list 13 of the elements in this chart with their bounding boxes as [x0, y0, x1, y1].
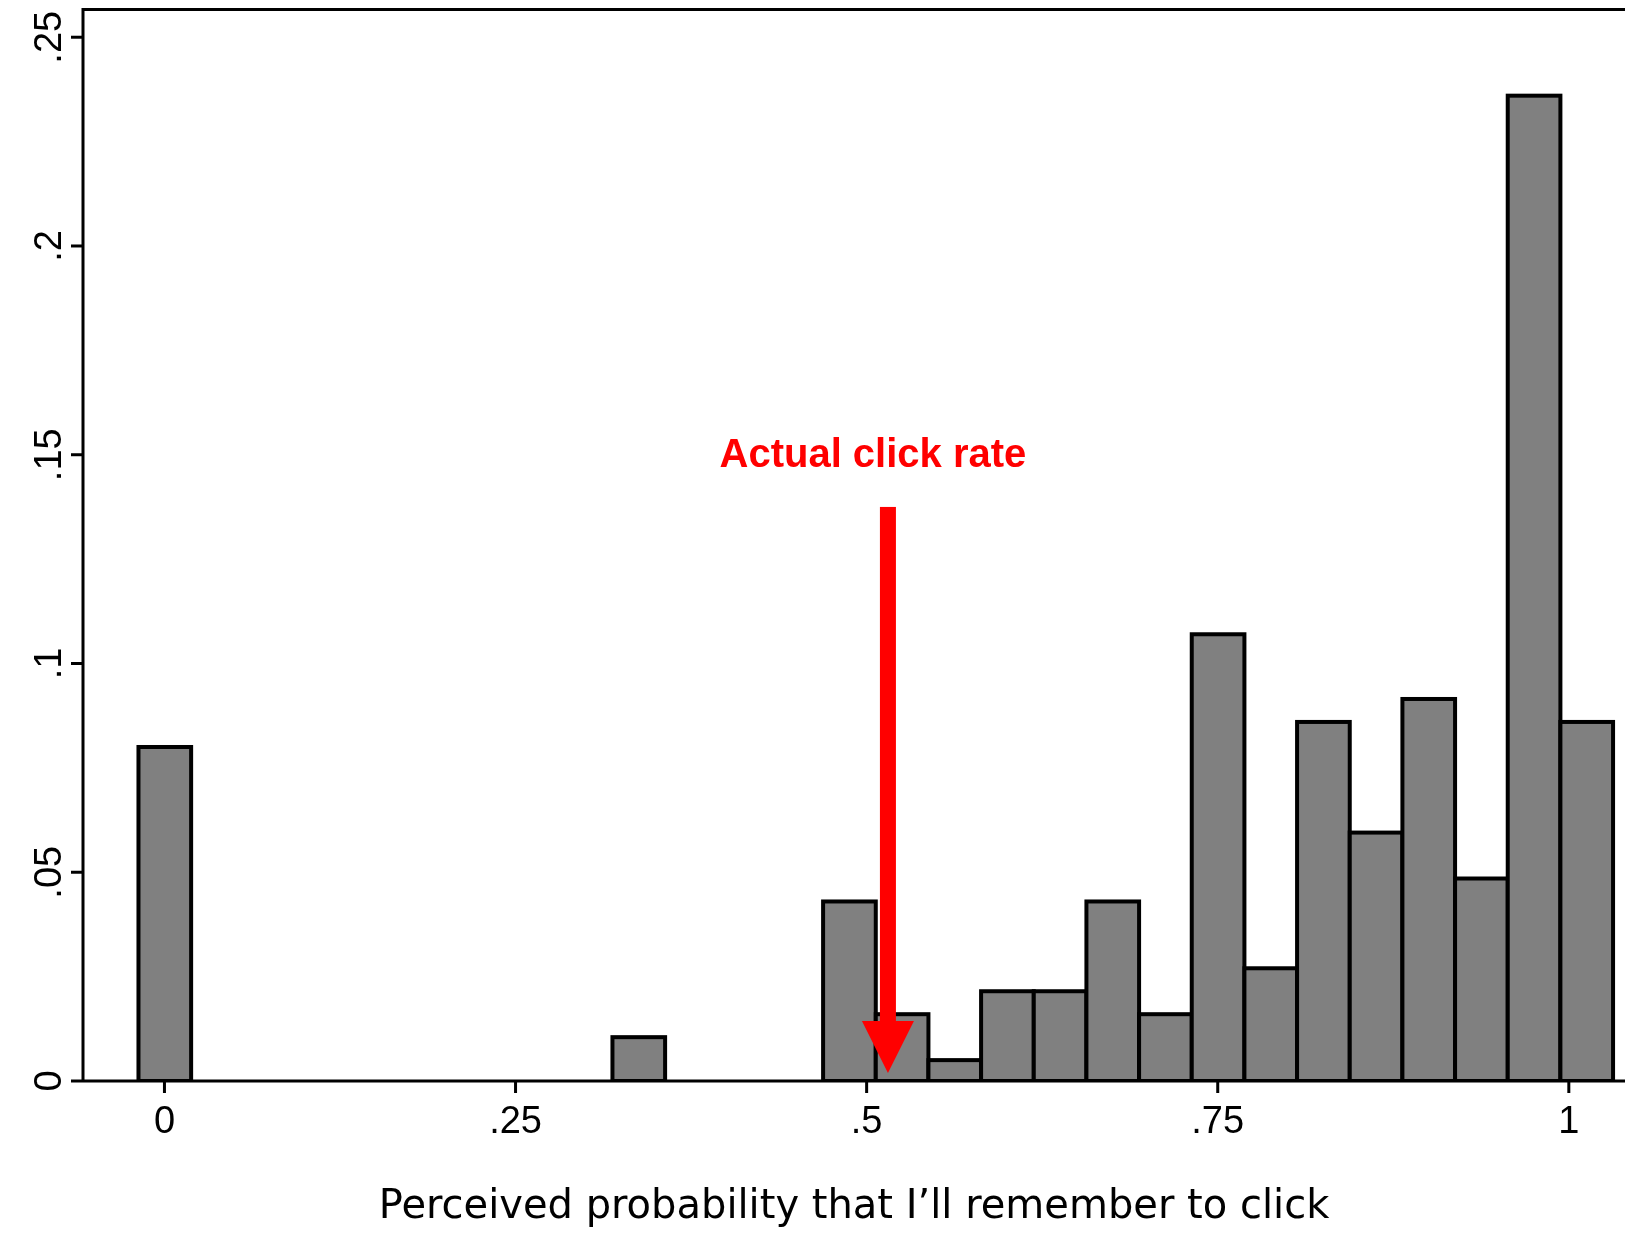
- x-tick-label: .75: [1191, 1099, 1245, 1141]
- x-tick-label: 1: [1558, 1099, 1580, 1141]
- x-tick-label: 0: [153, 1099, 176, 1141]
- y-tick-label: .2: [27, 230, 69, 262]
- y-tick-label: 0: [27, 1070, 69, 1092]
- y-tick-label: .1: [27, 647, 69, 680]
- x-tick-label: .25: [489, 1099, 542, 1141]
- x-axis-title: Perceived probability that I’ll remember to click: [378, 1181, 1331, 1227]
- x-tick-label: .5: [850, 1099, 883, 1141]
- y-tick-label: .15: [27, 428, 69, 482]
- y-tick-label: .05: [27, 845, 69, 899]
- annotation: Actual click rate: [719, 430, 1027, 475]
- y-tick-label: .25: [27, 10, 69, 64]
